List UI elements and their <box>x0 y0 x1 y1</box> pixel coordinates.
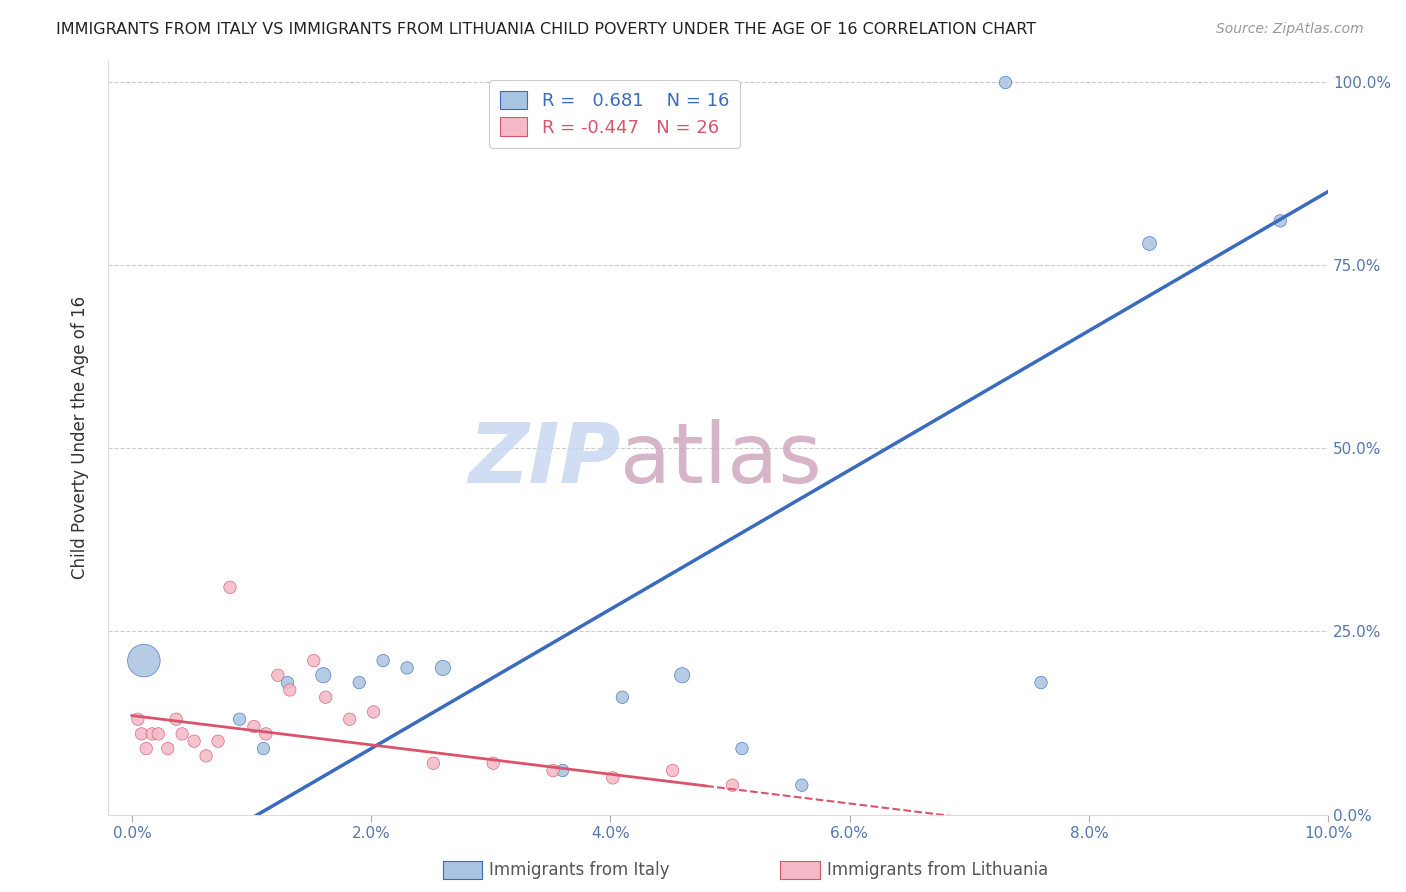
Point <box>541 764 564 778</box>
Point <box>1137 235 1160 250</box>
Point <box>228 712 250 726</box>
Point <box>371 654 394 668</box>
Point <box>312 668 335 682</box>
Point <box>132 654 155 668</box>
Point <box>790 778 813 792</box>
Point <box>156 741 179 756</box>
Point <box>254 727 277 741</box>
Point <box>141 727 163 741</box>
Point <box>612 690 634 705</box>
Point <box>276 675 298 690</box>
Point <box>551 764 574 778</box>
Point <box>482 756 505 771</box>
Point <box>422 756 444 771</box>
Legend: R =   0.681    N = 16, R = -0.447   N = 26: R = 0.681 N = 16, R = -0.447 N = 26 <box>489 80 740 147</box>
Point <box>315 690 337 705</box>
Point <box>661 764 683 778</box>
Point <box>195 748 218 763</box>
Point <box>731 741 754 756</box>
Point <box>602 771 624 785</box>
Text: Immigrants from Italy: Immigrants from Italy <box>489 861 669 879</box>
Point <box>172 727 194 741</box>
Point <box>347 675 370 690</box>
Point <box>183 734 205 748</box>
Point <box>148 727 170 741</box>
Point <box>363 705 385 719</box>
Point <box>1029 675 1052 690</box>
Point <box>131 727 153 741</box>
Text: Source: ZipAtlas.com: Source: ZipAtlas.com <box>1216 22 1364 37</box>
Point <box>207 734 229 748</box>
Y-axis label: Child Poverty Under the Age of 16: Child Poverty Under the Age of 16 <box>72 295 89 579</box>
Point <box>252 741 274 756</box>
Point <box>994 74 1017 88</box>
Point <box>339 712 361 726</box>
Text: Immigrants from Lithuania: Immigrants from Lithuania <box>827 861 1047 879</box>
Point <box>302 654 325 668</box>
Point <box>278 682 301 697</box>
Point <box>135 741 157 756</box>
Point <box>396 661 419 675</box>
Point <box>432 661 454 675</box>
Point <box>671 668 693 682</box>
Point <box>243 720 266 734</box>
Text: IMMIGRANTS FROM ITALY VS IMMIGRANTS FROM LITHUANIA CHILD POVERTY UNDER THE AGE O: IMMIGRANTS FROM ITALY VS IMMIGRANTS FROM… <box>56 22 1036 37</box>
Point <box>165 712 187 726</box>
Point <box>267 668 290 682</box>
Text: atlas: atlas <box>620 419 823 500</box>
Text: ZIP: ZIP <box>468 419 620 500</box>
Point <box>127 712 149 726</box>
Point <box>219 580 242 594</box>
Point <box>1270 214 1292 228</box>
Point <box>721 778 744 792</box>
